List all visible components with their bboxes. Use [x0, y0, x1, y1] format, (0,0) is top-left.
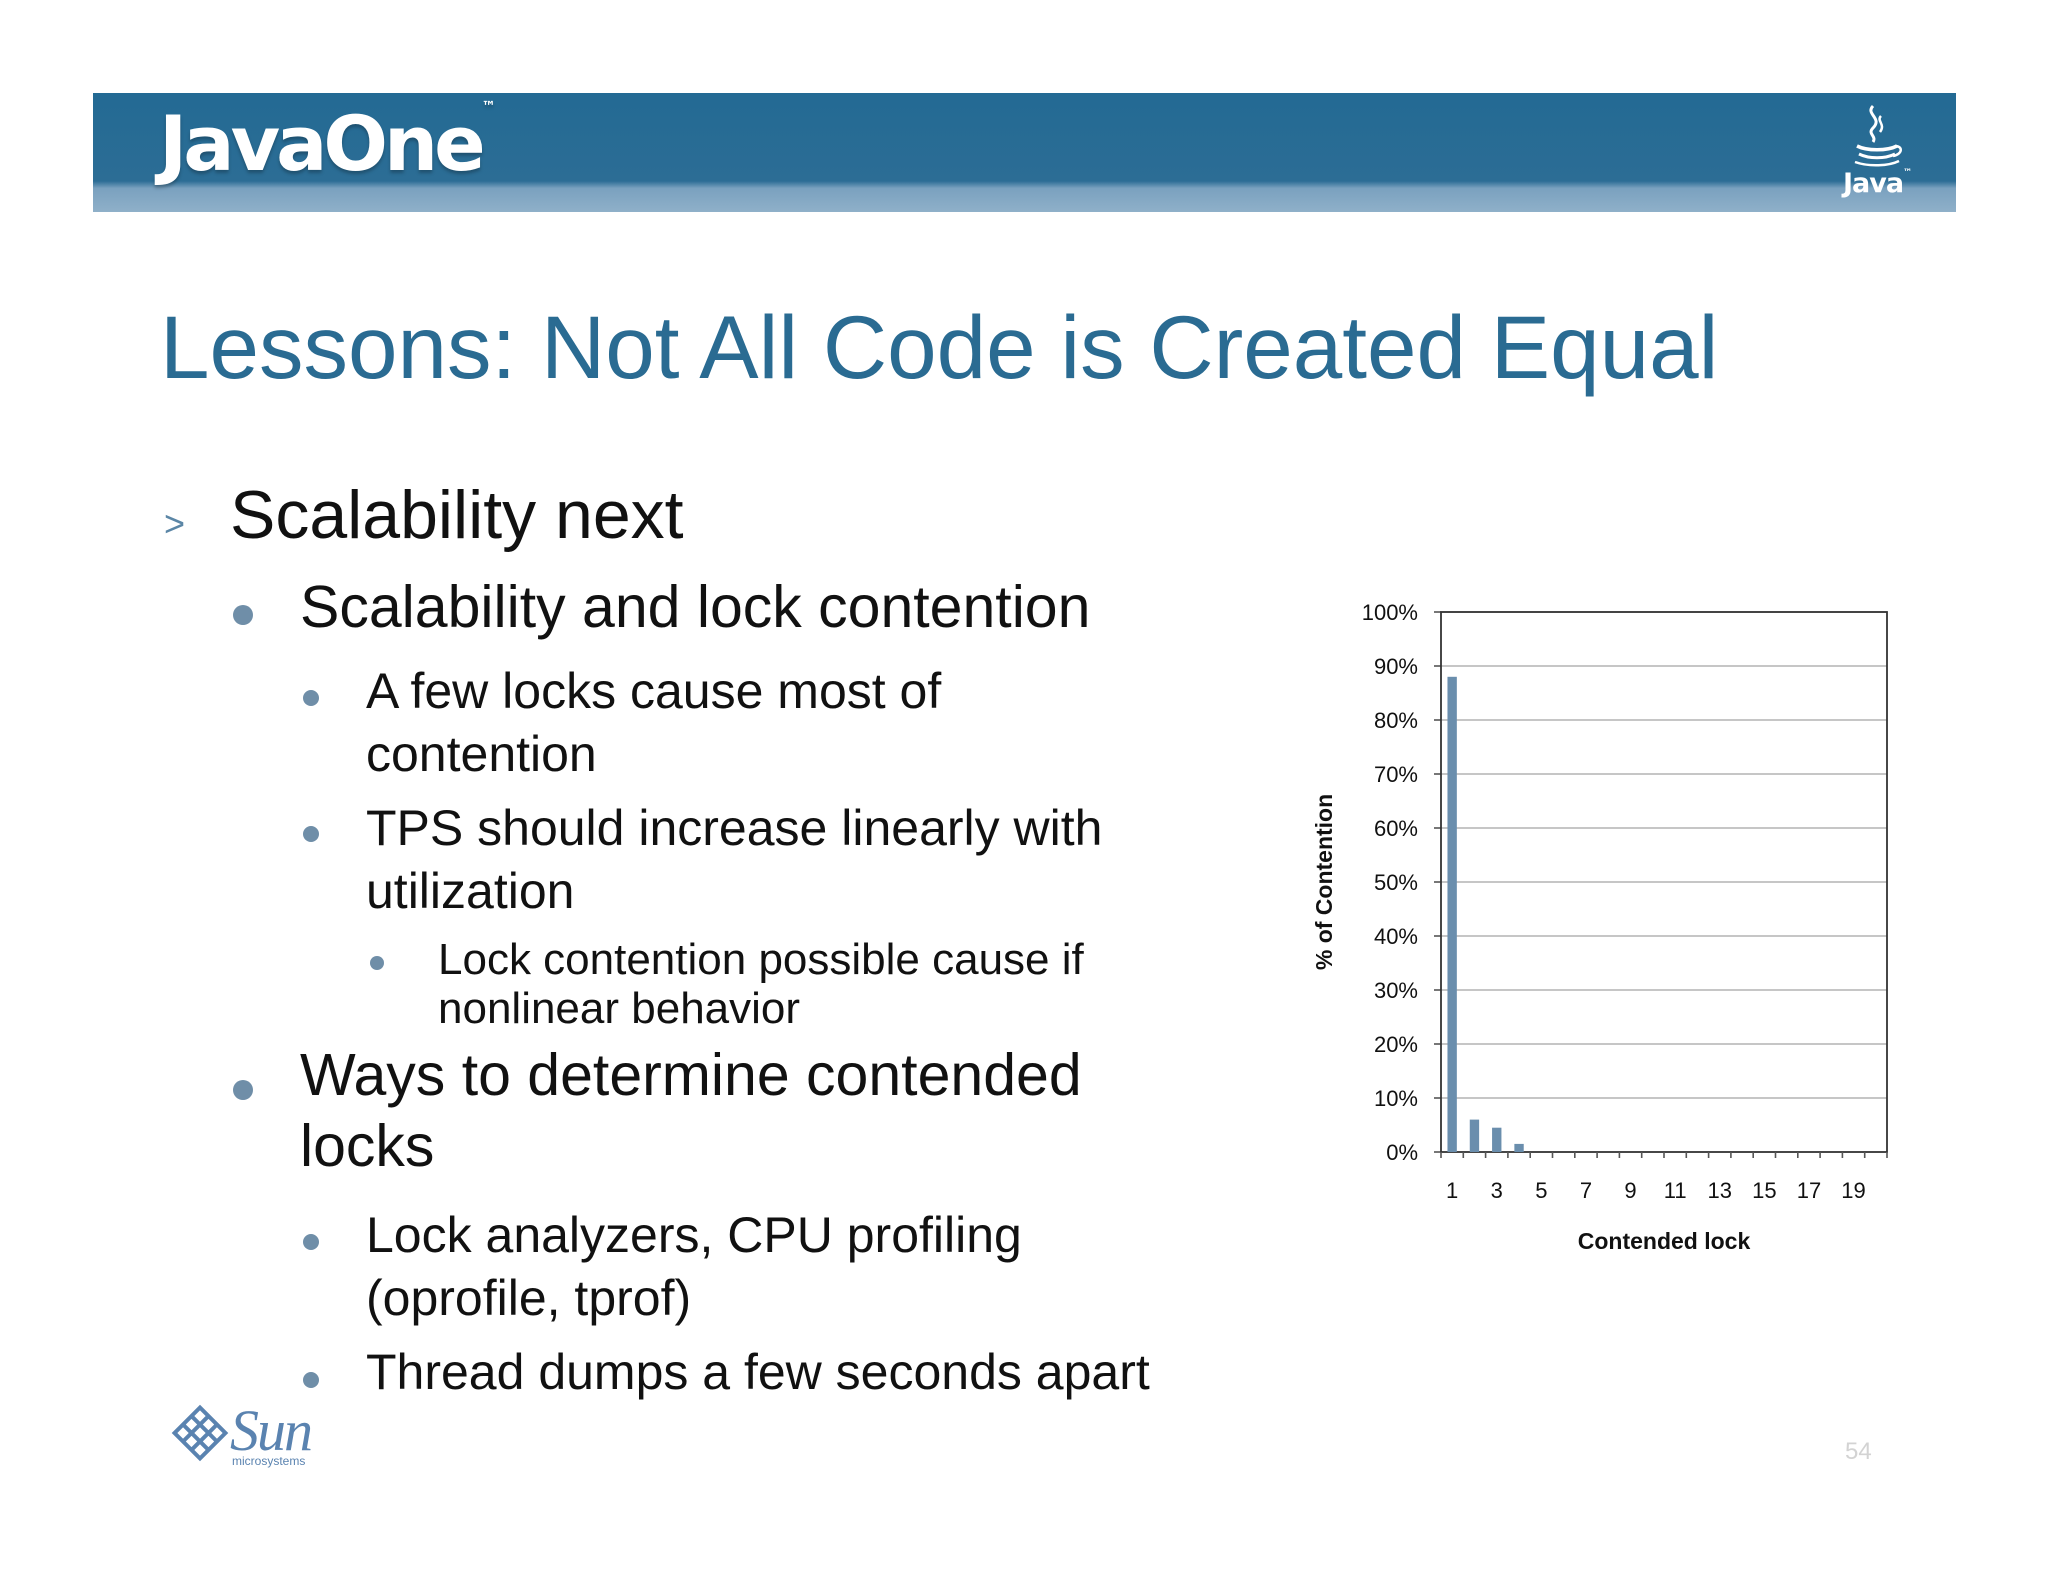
bar	[1492, 1127, 1502, 1152]
y-tick-label: 90%	[1374, 654, 1418, 679]
y-tick-label: 30%	[1374, 978, 1418, 1003]
y-tick-label: 80%	[1374, 708, 1418, 733]
java-cup-icon	[1854, 104, 1902, 167]
x-tick-label: 7	[1580, 1178, 1592, 1203]
x-tick-label: 15	[1752, 1178, 1776, 1203]
x-tick-label: 11	[1664, 1178, 1687, 1203]
sun-diamond-icon	[171, 1404, 229, 1462]
sun-logo-text: Sun	[230, 1398, 313, 1463]
y-axis-label: % of Contention	[1311, 794, 1337, 970]
slide-title: Lessons: Not All Code is Created Equal	[160, 297, 1719, 397]
sun-microsystems-logo: Sun microsystems	[170, 1398, 330, 1473]
bullet-dot-marker	[233, 605, 253, 625]
y-tick-label: 70%	[1374, 762, 1418, 787]
y-tick-label: 10%	[1374, 1086, 1418, 1111]
x-tick-label: 3	[1491, 1178, 1503, 1203]
bar	[1514, 1143, 1524, 1152]
header-banner: JavaOne™ Java™	[93, 93, 1956, 212]
bullet-item: TPS should increase linearly with utiliz…	[366, 800, 1103, 919]
x-tick-label: 19	[1841, 1178, 1865, 1203]
x-tick-label: 1	[1446, 1178, 1458, 1203]
contention-chart-svg: 0%10%20%30%40%50%60%70%80%90%100%1 3 5 7 9 11…	[1311, 600, 1888, 1254]
y-tick-label: 50%	[1374, 870, 1418, 895]
sun-logo-subtext: microsystems	[232, 1454, 306, 1468]
bullet-item: Lock contention possible cause if nonlin…	[438, 935, 1084, 1033]
x-tick-label: 5	[1535, 1178, 1547, 1203]
bullet-item: Lock analyzers, CPU profiling (oprofile,…	[366, 1207, 1022, 1326]
y-tick-label: 40%	[1374, 924, 1418, 949]
bullet-item: A few locks cause most of contention	[366, 663, 942, 782]
bullet-dot-marker	[303, 690, 319, 706]
bullet-dot-marker	[303, 1234, 319, 1250]
bullet-dot-marker	[370, 956, 384, 970]
x-tick-label: 17	[1797, 1178, 1821, 1203]
y-tick-label: 100%	[1362, 600, 1418, 625]
java-logo-text: Java™	[1843, 168, 1913, 199]
java-logo: Java™	[1843, 102, 1913, 206]
bullet-item: Scalability next	[230, 477, 684, 553]
bullet-dot-marker	[303, 1372, 319, 1388]
bullet-item: Scalability and lock contention	[300, 574, 1091, 640]
bar	[1447, 676, 1457, 1152]
page-number: 54	[1845, 1438, 1872, 1465]
bullet-item: Ways to determine contended locks	[300, 1042, 1082, 1179]
bullet-item: Thread dumps a few seconds apart	[366, 1344, 1150, 1400]
bar	[1469, 1119, 1480, 1152]
x-tick-label: 13	[1708, 1178, 1732, 1203]
bullet-dot-marker	[303, 826, 319, 842]
x-axis-label: Contended lock	[1578, 1228, 1751, 1254]
x-tick-label: 9	[1624, 1178, 1636, 1203]
bullet-arrow-marker: >	[164, 503, 186, 544]
y-tick-label: 20%	[1374, 1032, 1418, 1057]
y-tick-label: 0%	[1386, 1140, 1418, 1165]
contention-chart: 0% 10% 20% 30% 40% 50% 60% 70% 80% 90% 100% 1 3 5 7 9 11…	[1290, 585, 1910, 1285]
y-tick-label: 60%	[1374, 816, 1418, 841]
bullet-dot-marker	[233, 1080, 253, 1100]
javaone-logo: JavaOne™	[159, 99, 496, 188]
